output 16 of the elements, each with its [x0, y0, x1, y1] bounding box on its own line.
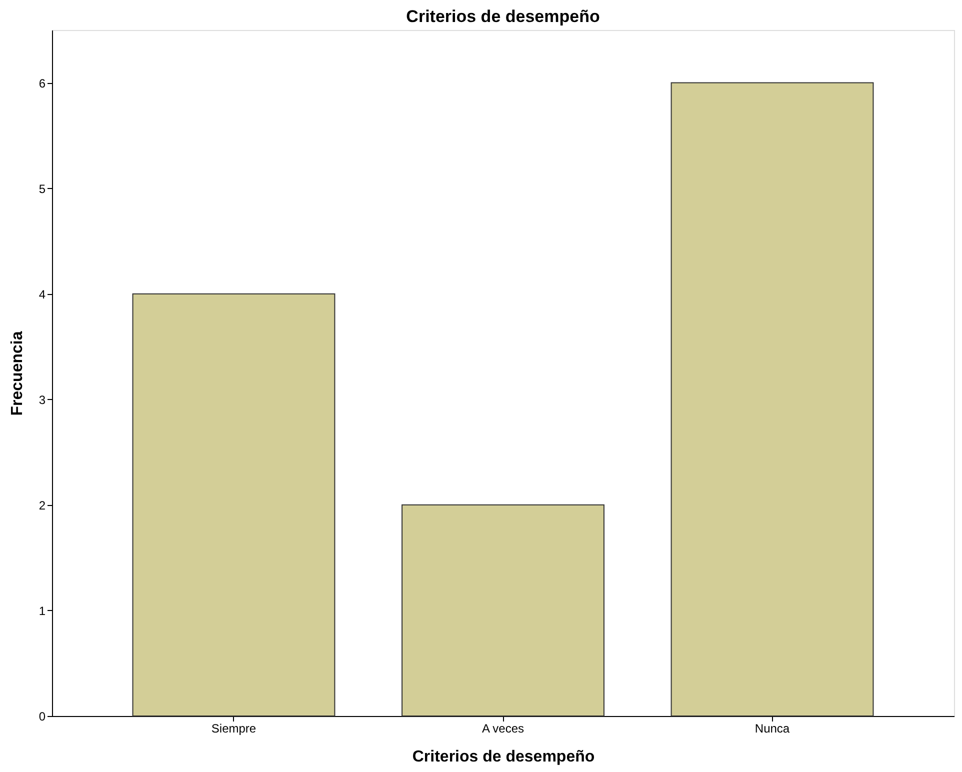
y-tick-label: 0	[38, 710, 46, 724]
y-tick-label: 1	[38, 604, 46, 618]
y-tick-label: 5	[38, 182, 46, 196]
x-tick-label: Nunca	[754, 722, 790, 736]
bar	[402, 504, 604, 716]
bar	[132, 293, 336, 716]
chart-title: Criterios de desempeño	[406, 7, 600, 26]
x-tick-label: A veces	[482, 722, 524, 736]
y-tick-label: 3	[38, 392, 46, 407]
y-axis-title: Frecuencia	[8, 331, 26, 416]
y-tick-label: 6	[38, 76, 46, 90]
x-axis-title: Criterios de desempeño	[412, 748, 595, 766]
x-tick-label: Siempre	[211, 722, 256, 736]
y-tick-label: 2	[38, 498, 46, 512]
bar	[670, 82, 874, 716]
y-tick-label: 4	[38, 287, 46, 302]
